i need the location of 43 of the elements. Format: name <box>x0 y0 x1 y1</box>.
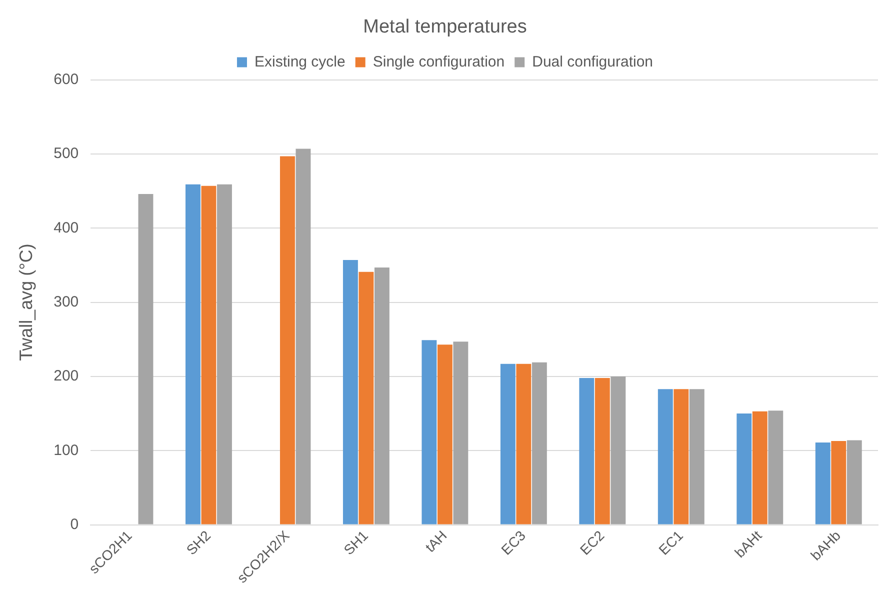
bar <box>689 389 704 524</box>
bar <box>358 272 374 524</box>
bar <box>736 414 752 524</box>
bar <box>217 184 232 524</box>
x-tick-label: tAH <box>422 527 450 556</box>
bar <box>579 378 594 524</box>
y-axis-title: Twall_avg (°C) <box>16 244 36 361</box>
bar <box>280 156 295 524</box>
y-tick-label: 0 <box>70 516 79 533</box>
x-tick-label: SH1 <box>340 527 372 558</box>
bar <box>768 410 784 524</box>
x-tick-label: EC1 <box>655 527 686 558</box>
x-tick-label: SH2 <box>183 527 214 558</box>
bar <box>374 267 390 524</box>
bar <box>138 194 154 524</box>
bar <box>532 362 547 524</box>
bar <box>500 364 516 524</box>
y-tick-label: 200 <box>54 368 79 385</box>
y-tick-label: 600 <box>54 70 79 88</box>
y-tick-label: 100 <box>54 442 79 459</box>
y-tick-label: 300 <box>54 293 79 310</box>
bar <box>815 442 830 524</box>
y-tick-label: 400 <box>54 219 79 236</box>
bar <box>674 389 689 524</box>
bar <box>342 260 358 524</box>
bar <box>594 378 610 524</box>
legend-label: Existing cycle <box>254 53 346 70</box>
legend-label: Dual configuration <box>532 53 654 70</box>
bar <box>437 344 452 524</box>
y-tick-label: 500 <box>54 145 79 162</box>
bar <box>422 340 437 524</box>
chart-title: Metal temperatures <box>363 16 527 38</box>
bar <box>453 342 468 524</box>
bar <box>516 364 532 524</box>
bar <box>831 441 846 524</box>
bar <box>296 148 311 524</box>
bar <box>201 186 216 524</box>
bar <box>846 440 862 524</box>
legend-label: Single configuration <box>372 53 505 70</box>
bar <box>610 376 626 524</box>
bar <box>658 389 673 524</box>
bar <box>752 411 768 524</box>
bar <box>186 184 200 524</box>
